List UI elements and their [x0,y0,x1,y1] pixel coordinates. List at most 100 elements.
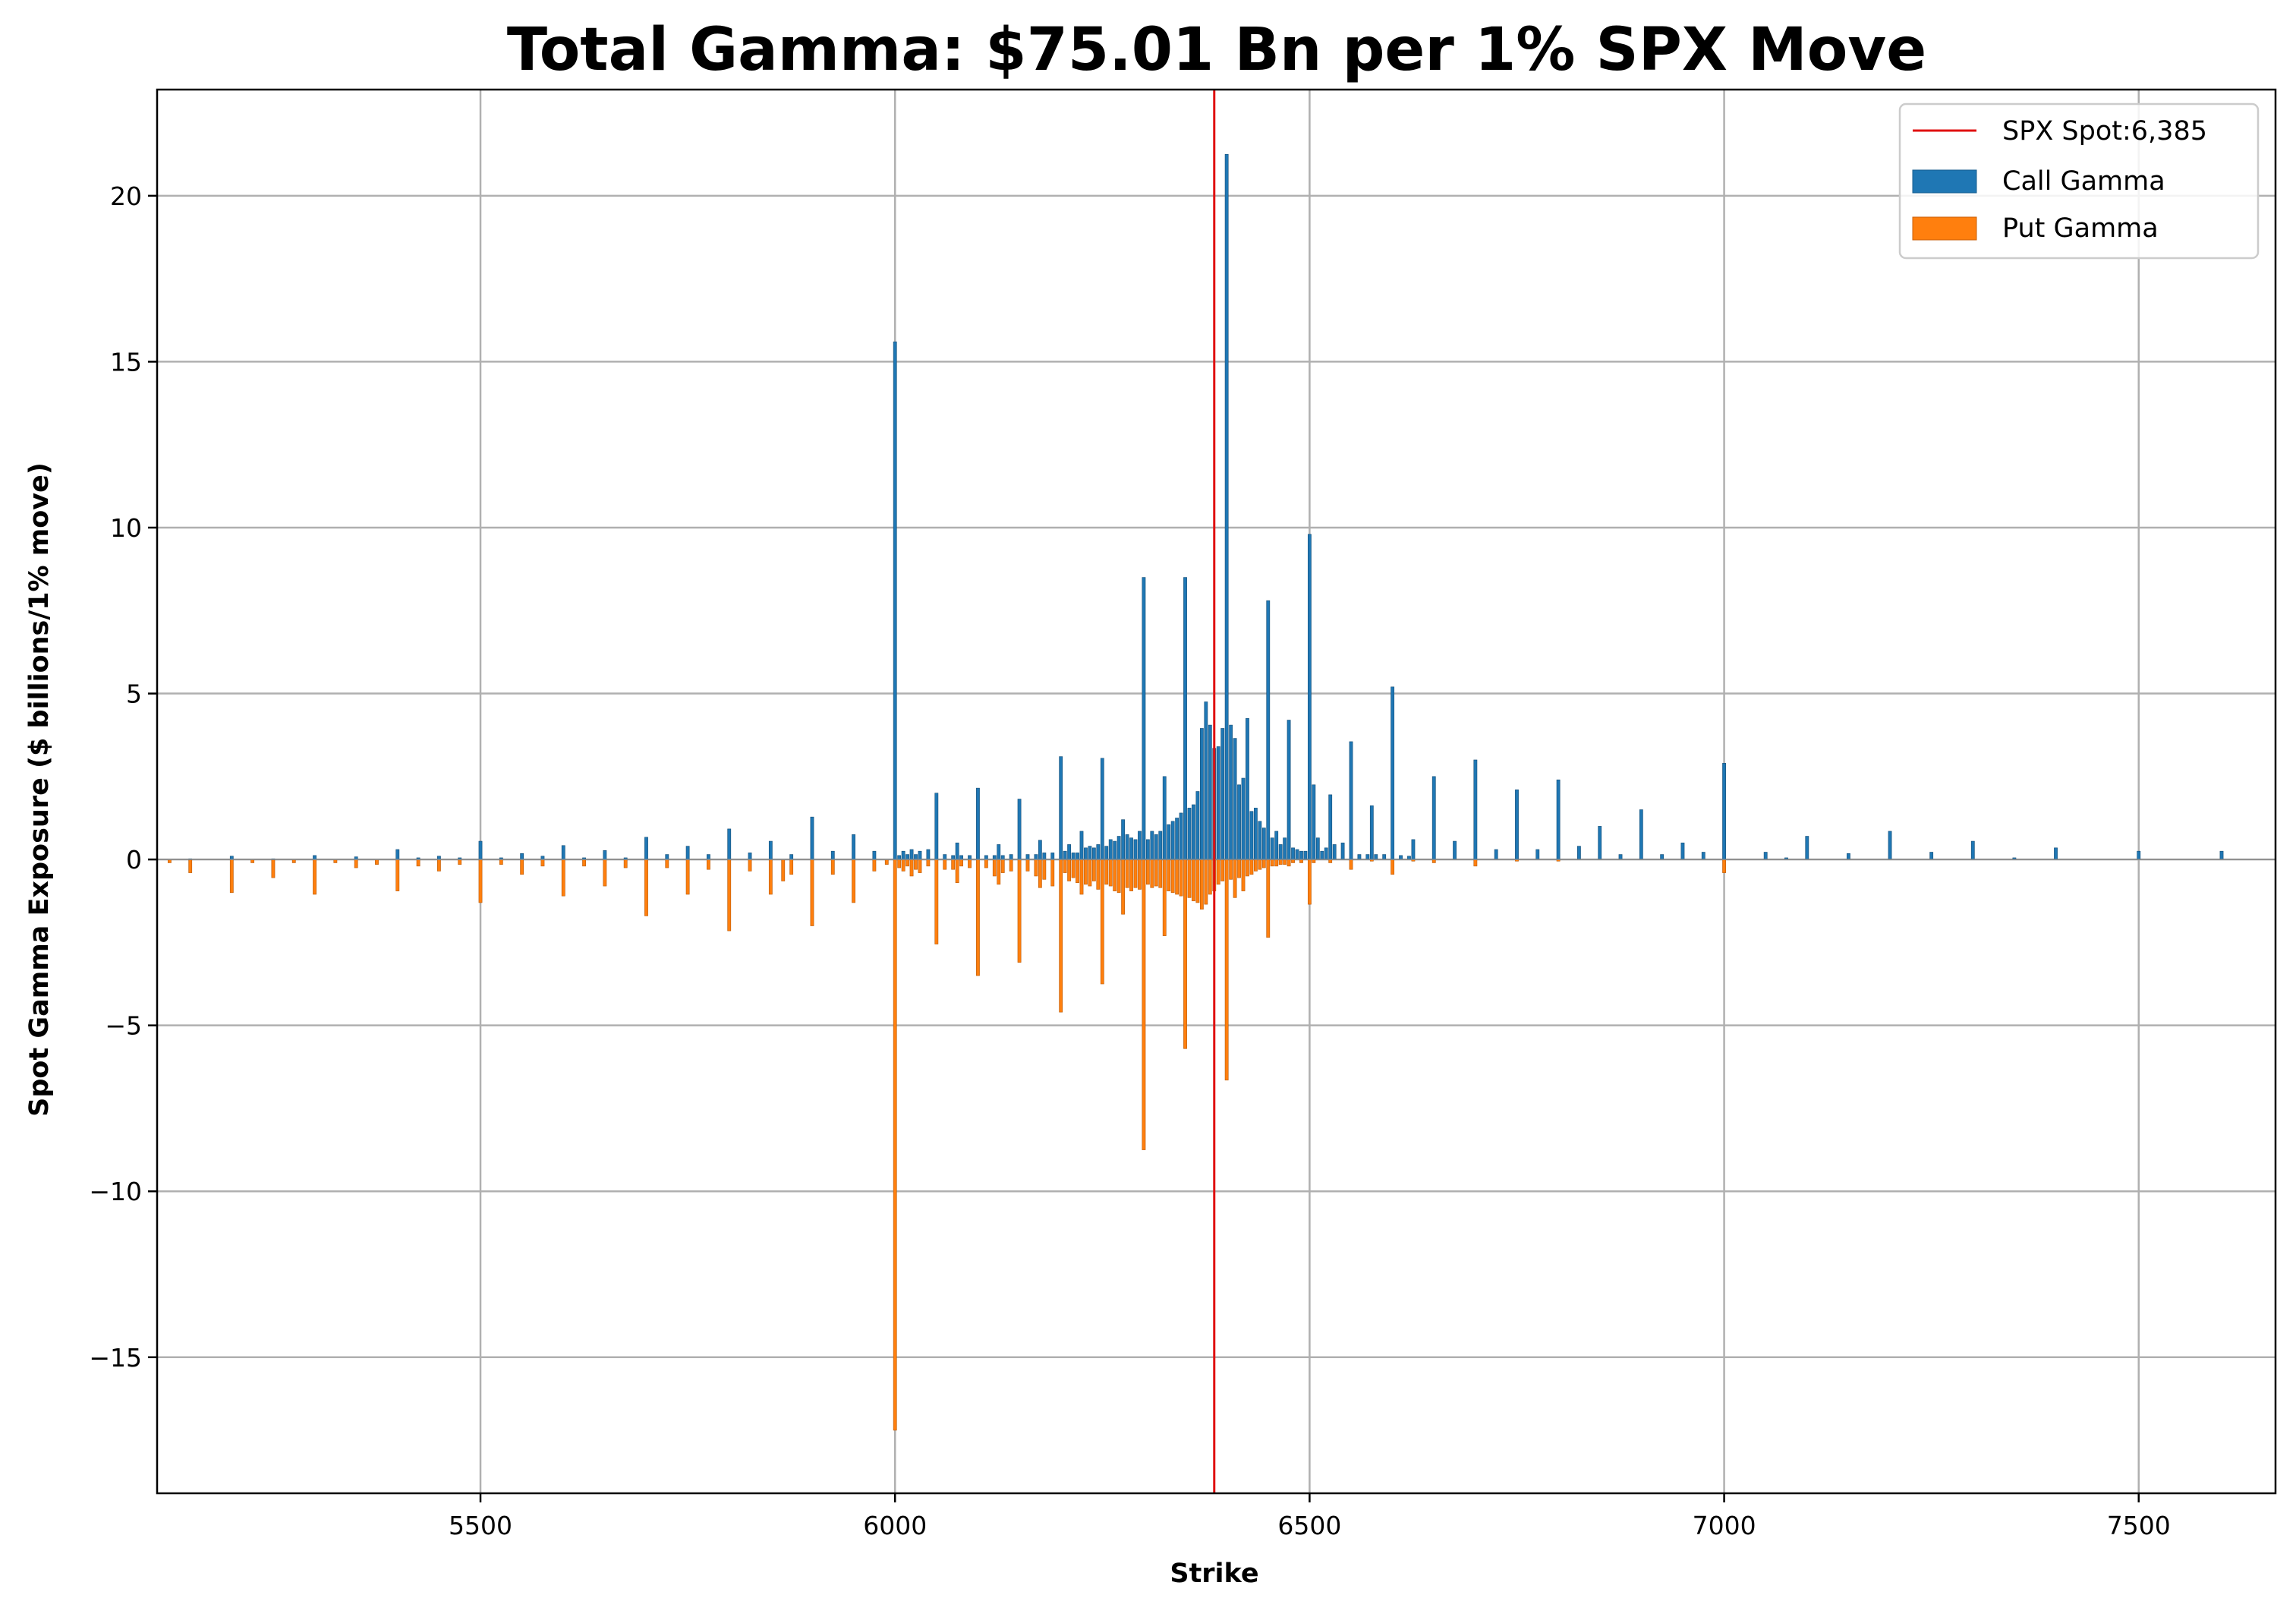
bar [1299,850,1303,860]
bar [905,859,909,867]
legend-put-swatch [1912,216,1977,241]
bar [1315,837,1320,860]
bar [1224,153,1229,860]
bar [1025,859,1030,872]
legend-call-swatch [1912,169,1977,194]
bar [1270,859,1274,867]
bar [1117,836,1121,860]
bar [271,859,276,878]
bar [1175,859,1179,895]
bar [644,859,648,916]
x-tick-label: 7000 [1693,1511,1756,1540]
bar [1162,859,1167,936]
bar [830,859,835,875]
bar [644,837,648,860]
bar [1220,728,1225,860]
bar [1208,859,1212,895]
bar [540,859,545,867]
bar [1261,859,1266,868]
bar [1113,859,1117,891]
bar [968,855,972,860]
bar [1204,701,1208,860]
bar [1000,859,1005,873]
bar [1138,831,1142,860]
bar [901,850,905,860]
bar [905,854,909,860]
bar [665,854,669,860]
bar [1059,859,1063,1013]
bar [1324,847,1328,860]
bar [1208,724,1212,860]
bar [1034,859,1038,877]
bar [1598,826,1602,860]
y-tick-label: −15 [89,1343,142,1373]
bar [1307,859,1312,905]
bar [1233,738,1237,860]
bar [520,859,524,875]
bar [1009,859,1013,872]
bar [1167,859,1171,891]
bar [1042,859,1047,880]
bar [1253,808,1258,860]
bar [416,859,420,867]
bar [1391,686,1395,860]
bar [1121,819,1126,860]
bar [1158,831,1163,860]
bar [1096,859,1101,890]
bar [830,850,835,860]
bar [1167,824,1171,860]
bar [1104,859,1109,885]
x-tick-label: 6500 [1277,1511,1341,1540]
bar [1291,847,1295,860]
bar [458,859,462,865]
bar [959,855,963,860]
call-gamma-bars [188,153,2224,860]
bar [727,859,732,932]
bar [685,846,690,860]
bar [976,787,980,860]
bar [313,855,317,860]
bar [1042,853,1047,860]
bar [1224,859,1229,1081]
bar [1145,839,1150,860]
bar [914,859,918,870]
bar [1246,718,1249,860]
bar [1278,844,1283,860]
bar [1453,840,1457,860]
bar [1067,859,1071,881]
bar [603,850,607,860]
bar [1150,831,1154,860]
x-axis-ticks: 5500 6000 6500 7000 7500 [449,1493,2171,1540]
bar [1170,821,1175,860]
bar [984,859,988,868]
bar [2219,850,2224,860]
bar [1295,849,1299,860]
bar [1187,808,1192,860]
bar [1100,859,1104,985]
bar [561,845,565,860]
bar [685,859,690,895]
bar [1063,850,1067,860]
bar [582,859,586,867]
bar [1970,840,1975,860]
bar [884,859,889,865]
bar [1170,859,1175,894]
bar [1038,840,1042,860]
bar [1175,818,1179,860]
bar [1229,724,1233,860]
bar [1133,839,1138,860]
bar [1229,859,1233,880]
bar [1017,859,1022,963]
bar [852,859,855,903]
bar [992,855,997,860]
bar [1340,842,1345,860]
bar [1374,854,1378,860]
bar [375,859,379,865]
bar [992,859,997,877]
bar [897,859,902,868]
bar [1084,859,1088,885]
bar [897,855,902,860]
bar [955,859,959,884]
bar [1195,859,1200,903]
bar [1071,853,1076,860]
